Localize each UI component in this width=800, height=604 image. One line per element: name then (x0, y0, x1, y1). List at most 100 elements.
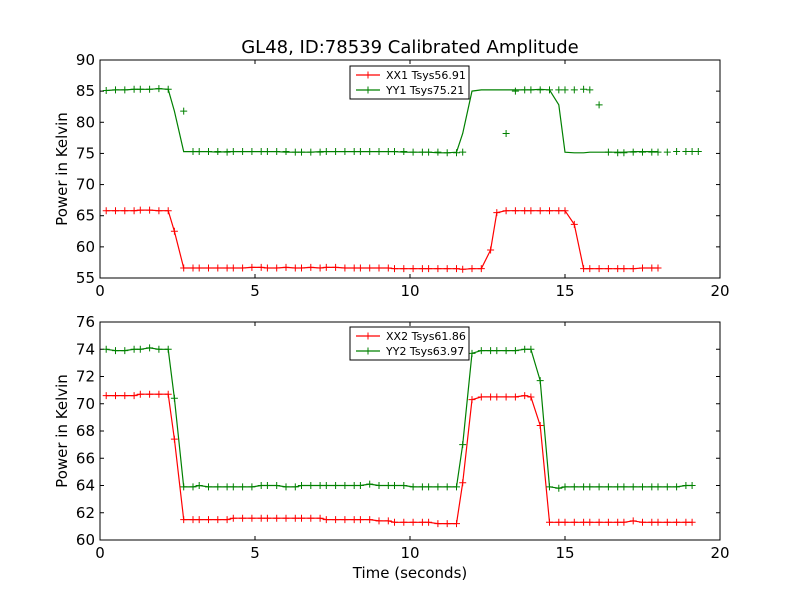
series-markers-1 (102, 85, 702, 157)
series-markers-1 (102, 344, 696, 492)
x-tick-label: 5 (250, 544, 260, 562)
data-point (443, 149, 451, 157)
data-point (164, 390, 172, 398)
data-point (195, 148, 203, 156)
data-point (384, 148, 392, 156)
data-point (511, 347, 519, 355)
data-point (164, 345, 172, 353)
data-point (239, 148, 247, 156)
data-point (682, 148, 690, 156)
data-point (214, 264, 222, 272)
data-point (629, 148, 637, 156)
data-point (459, 441, 467, 449)
data-point (409, 265, 417, 273)
data-point (239, 483, 247, 491)
data-point (273, 264, 281, 272)
data-point (477, 265, 485, 273)
data-point (155, 345, 163, 353)
data-point (493, 393, 501, 401)
y-axis-label: Power in Kelvin (53, 112, 71, 226)
y-tick-label: 76 (76, 313, 95, 331)
data-point (205, 264, 212, 272)
data-point (223, 148, 231, 156)
data-point (595, 483, 603, 491)
data-point (688, 148, 696, 156)
data-point (146, 85, 154, 93)
data-point (391, 518, 398, 526)
data-point (595, 101, 603, 109)
data-point (493, 347, 501, 355)
data-point (366, 264, 374, 272)
data-point (341, 516, 349, 524)
data-point (614, 265, 622, 273)
data-point (146, 344, 154, 352)
data-point (639, 483, 646, 491)
data-point (307, 514, 315, 522)
data-point (673, 483, 681, 491)
legend-label-0: XX2 Tsys61.86 (386, 330, 466, 343)
data-point (570, 86, 578, 94)
data-point (170, 435, 178, 443)
data-point (375, 148, 383, 156)
data-point (164, 207, 172, 215)
data-point (155, 390, 163, 398)
data-point (350, 148, 358, 156)
data-point (502, 129, 510, 137)
plot-panel-top: 0 5 10 15 20 55 60 65 70 75 80 85 90 Power in Kelvin X… (53, 51, 730, 300)
data-point (180, 516, 188, 524)
y-tick-label: 70 (76, 176, 95, 194)
data-point (366, 148, 374, 156)
data-point (614, 518, 622, 526)
legend-box (349, 326, 470, 361)
data-point (654, 148, 662, 156)
data-point (273, 482, 281, 489)
y-tick-label: 55 (76, 269, 95, 287)
data-point (400, 518, 408, 526)
data-point (536, 207, 544, 215)
data-point (561, 518, 569, 526)
data-point (418, 518, 426, 526)
data-point (604, 265, 612, 273)
data-point (130, 345, 138, 353)
legend-marker-1 (364, 86, 372, 94)
data-point (555, 484, 563, 492)
data-point (263, 148, 271, 156)
data-point (555, 86, 563, 94)
data-point (298, 264, 305, 272)
data-point (580, 85, 588, 93)
data-point (546, 518, 553, 526)
y-tick-label: 62 (76, 504, 95, 522)
data-point (291, 264, 299, 272)
data-point (521, 345, 529, 353)
data-point (629, 483, 637, 491)
data-point (180, 107, 188, 115)
data-point (595, 518, 603, 526)
data-point (527, 345, 535, 353)
data-point (648, 148, 656, 156)
y-tick-label: 60 (76, 531, 95, 549)
data-point (639, 264, 646, 272)
data-point (189, 483, 197, 491)
data-point (688, 518, 696, 526)
data-point (136, 390, 144, 398)
data-point (546, 483, 553, 491)
data-point (155, 207, 163, 215)
data-point (205, 148, 212, 156)
data-point (536, 377, 544, 385)
x-tick-label: 10 (400, 544, 419, 562)
data-point (189, 148, 197, 156)
data-point (418, 148, 426, 156)
data-point (121, 392, 129, 400)
data-point (195, 482, 203, 489)
data-point (511, 393, 519, 401)
data-point (229, 264, 237, 272)
data-point (425, 518, 433, 526)
data-point (205, 516, 212, 524)
data-point (570, 220, 578, 228)
x-tick-label: 15 (555, 282, 574, 300)
data-point (332, 516, 340, 524)
legend-box (349, 65, 470, 100)
series-line-1 (106, 347, 693, 489)
data-point (595, 265, 603, 273)
